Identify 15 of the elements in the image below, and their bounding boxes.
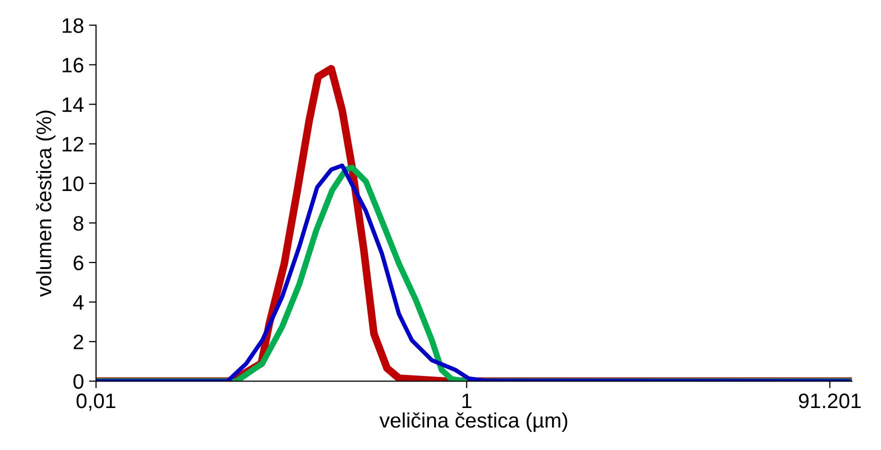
y-tick-label: 0 <box>73 374 84 389</box>
x-tick-label: 91.201 <box>798 394 861 408</box>
x-tick-label: 0,01 <box>76 394 116 411</box>
y-tick-label: 8 <box>74 216 84 231</box>
y-tick-label: 12 <box>62 136 84 152</box>
x-tick-label: 1 <box>462 394 472 408</box>
y-tick-label: 6 <box>74 256 84 270</box>
y-tick-label: 2 <box>74 334 84 350</box>
y-tick-label: 10 <box>62 176 84 192</box>
y-tick-label: 18 <box>62 18 84 33</box>
y-tick-label: 4 <box>73 295 84 310</box>
x-axis-title: veličina čestica (µm) <box>379 412 568 432</box>
y-tick-label: 16 <box>62 58 84 73</box>
y-axis-title: volumen čestica (%) <box>36 110 56 297</box>
y-tick-label: 14 <box>62 98 84 112</box>
